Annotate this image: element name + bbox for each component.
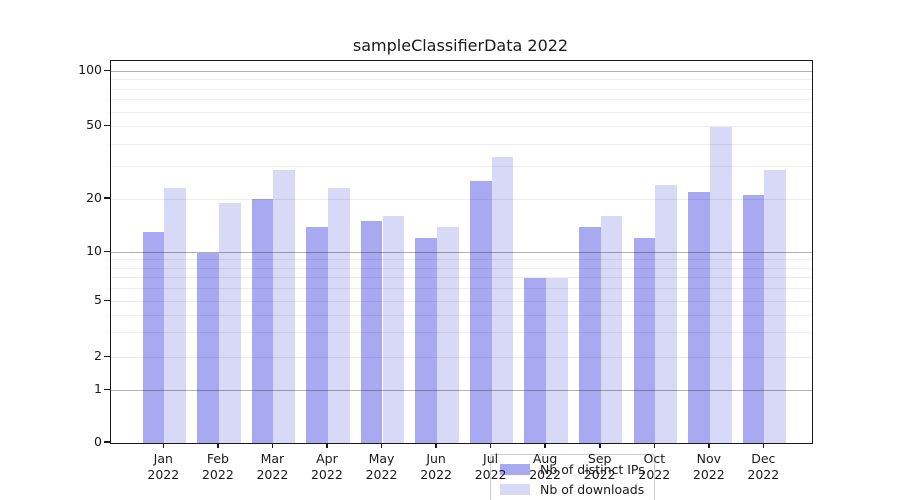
gridline-major-1	[111, 390, 812, 391]
gridline-minor-3	[111, 332, 812, 334]
y-tick-mark	[104, 124, 110, 126]
x-tick-mark	[762, 443, 765, 448]
x-tick-mark	[217, 443, 219, 448]
x-tick-mark	[653, 443, 655, 448]
x-tick-label-nov: Nov 2022	[692, 451, 725, 482]
plot-area: Nb of distinct IPs Nb of downloads	[110, 60, 813, 500]
x-tick-label-mar: Mar 2022	[256, 451, 289, 482]
bar-ips-apr	[306, 226, 328, 443]
x-tick-mark	[380, 443, 383, 448]
bar-ips-oct	[633, 238, 656, 443]
gridline-minor-90	[111, 79, 812, 81]
y-tick-mark	[104, 250, 110, 252]
gridline-minor-9	[111, 259, 812, 261]
y-tick-label-50: 50	[86, 117, 102, 132]
bar-ips-jul	[469, 181, 492, 443]
bar-ips-aug	[524, 277, 547, 443]
legend-swatch-ips-icon	[500, 463, 530, 475]
legend-label-downloads: Nb of downloads	[540, 481, 645, 497]
gridline-minor-70	[111, 99, 812, 101]
bar-downloads-mar	[273, 169, 296, 443]
gridline-minor-80	[111, 88, 812, 90]
bar-ips-mar	[251, 199, 274, 443]
x-tick-label-aug: Aug 2022	[529, 451, 561, 482]
x-tick-label-apr: Apr 2022	[310, 451, 343, 482]
bar-downloads-jul	[491, 157, 514, 443]
y-tick-mark	[104, 388, 110, 390]
gridline-minor-6	[111, 288, 812, 290]
x-tick-mark	[599, 443, 601, 448]
x-tick-label-jan: Jan 2022	[147, 451, 180, 482]
bar-ips-nov	[688, 191, 710, 443]
y-tick-mark	[104, 441, 110, 443]
x-tick-label-jun: Jun 2022	[420, 451, 452, 482]
legend: Nb of distinct IPs Nb of downloads	[490, 454, 655, 500]
bar-downloads-sep	[600, 216, 623, 443]
gridline-minor-50	[111, 126, 812, 127]
y-tick-mark	[104, 197, 110, 199]
bar-ips-jun	[415, 238, 438, 443]
x-tick-mark	[489, 443, 492, 448]
y-tick-mark	[104, 355, 110, 357]
x-tick-label-feb: Feb 2022	[201, 451, 234, 482]
x-tick-label-jul: Jul 2022	[474, 451, 507, 482]
y-tick-label-0: 0	[94, 433, 102, 449]
legend-item-distinct-ips: Nb of distinct IPs	[500, 460, 645, 478]
y-tick-label-20: 20	[86, 189, 102, 205]
chart-title: sampleClassifierData 2022	[352, 36, 569, 55]
y-tick-label-5: 5	[94, 292, 102, 307]
legend-label-distinct-ips: Nb of distinct IPs	[540, 461, 645, 477]
legend-item-downloads: Nb of downloads	[500, 480, 645, 498]
bar-downloads-may	[382, 216, 405, 443]
x-tick-mark	[326, 443, 328, 448]
gridline-minor-4	[111, 314, 812, 316]
gridline-minor-40	[111, 143, 812, 145]
gridline-minor-20	[111, 198, 812, 200]
x-tick-label-may: May 2022	[365, 451, 398, 482]
bar-downloads-jun	[437, 226, 459, 443]
x-tick-label-oct: Oct 2022	[638, 451, 671, 482]
bar-downloads-nov	[709, 126, 732, 443]
x-tick-mark	[162, 443, 165, 448]
gridline-minor-5	[111, 301, 812, 302]
gridline-minor-30	[111, 166, 812, 168]
y-tick-label-10: 10	[86, 243, 102, 258]
y-tick-label-1: 1	[94, 381, 102, 396]
x-tick-mark	[435, 443, 437, 448]
bar-ips-feb	[197, 252, 219, 443]
gridline-minor-8	[111, 267, 812, 269]
y-tick-label-100: 100	[78, 62, 102, 77]
gridline-minor-7	[111, 277, 812, 279]
bar-ips-may	[360, 221, 383, 443]
x-tick-label-sep: Sep 2022	[583, 451, 616, 482]
bar-ips-jan	[142, 232, 165, 443]
gridline-major-10	[111, 252, 812, 253]
legend-swatch-downloads-icon	[500, 483, 530, 495]
y-tick-label-2: 2	[94, 348, 102, 363]
bar-downloads-oct	[655, 184, 678, 443]
gridline-minor-60	[111, 111, 812, 113]
gridline-minor-2	[111, 357, 812, 358]
x-tick-label-dec: Dec 2022	[747, 451, 780, 482]
bar-ips-sep	[578, 226, 601, 443]
y-tick-mark	[104, 69, 110, 71]
bar-downloads-aug	[546, 277, 568, 443]
x-tick-mark	[544, 443, 546, 448]
bar-downloads-feb	[218, 203, 241, 443]
bar-ips-dec	[742, 195, 765, 443]
bar-downloads-jan	[164, 187, 187, 443]
bar-downloads-apr	[327, 187, 350, 443]
y-tick-mark	[104, 299, 110, 301]
bar-downloads-dec	[764, 169, 787, 443]
x-tick-mark	[271, 443, 274, 448]
x-tick-mark	[708, 443, 710, 448]
gridline-major-100	[111, 71, 812, 72]
